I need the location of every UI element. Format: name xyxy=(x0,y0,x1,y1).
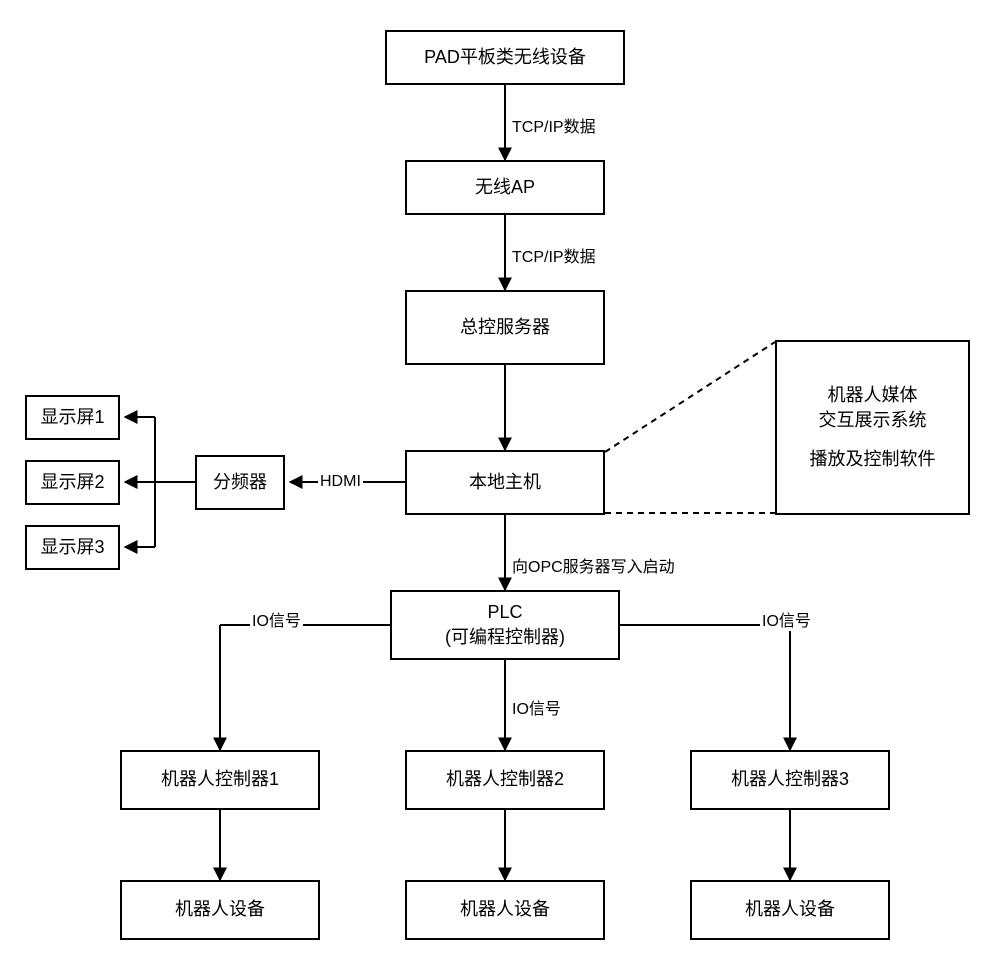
node-localhost: 本地主机 xyxy=(405,450,605,515)
node-rd3: 机器人设备 xyxy=(690,880,890,940)
node-rc2-label: 机器人控制器2 xyxy=(446,767,564,792)
node-sidebox: 机器人媒体 交互展示系统 播放及控制软件 xyxy=(775,340,970,515)
node-pad: PAD平板类无线设备 xyxy=(385,30,625,85)
label-io-right: IO信号 xyxy=(760,607,813,631)
node-rd1-label: 机器人设备 xyxy=(175,897,265,922)
node-ap-label: 无线AP xyxy=(475,175,535,200)
node-rc1-label: 机器人控制器1 xyxy=(161,767,279,792)
node-rd3-label: 机器人设备 xyxy=(745,897,835,922)
node-localhost-label: 本地主机 xyxy=(469,470,541,495)
node-rd2: 机器人设备 xyxy=(405,880,605,940)
node-disp1: 显示屏1 xyxy=(25,395,120,440)
node-plc: PLC (可编程控制器) xyxy=(390,590,620,660)
node-master-label: 总控服务器 xyxy=(460,315,550,340)
node-splitter-label: 分频器 xyxy=(213,470,267,495)
label-io-mid: IO信号 xyxy=(510,695,563,719)
node-sidebox-line0: 机器人媒体 xyxy=(828,383,918,408)
label-opc: 向OPC服务器写入启动 xyxy=(510,553,677,577)
node-disp3-label: 显示屏3 xyxy=(40,535,104,560)
label-io-left: IO信号 xyxy=(250,607,303,631)
node-pad-label: PAD平板类无线设备 xyxy=(424,45,586,70)
label-tcp2: TCP/IP数据 xyxy=(510,243,598,267)
node-plc-line0: PLC xyxy=(487,600,522,625)
node-rc3: 机器人控制器3 xyxy=(690,750,890,810)
edge-dashed-top xyxy=(605,342,775,452)
node-plc-line1: (可编程控制器) xyxy=(445,625,565,650)
node-rc1: 机器人控制器1 xyxy=(120,750,320,810)
label-hdmi: HDMI xyxy=(318,473,363,491)
node-splitter: 分频器 xyxy=(195,455,285,510)
node-sidebox-line3: 播放及控制软件 xyxy=(810,447,936,472)
node-disp2-label: 显示屏2 xyxy=(40,470,104,495)
node-rd1: 机器人设备 xyxy=(120,880,320,940)
node-sidebox-line1: 交互展示系统 xyxy=(819,408,927,433)
node-rc2: 机器人控制器2 xyxy=(405,750,605,810)
node-disp1-label: 显示屏1 xyxy=(40,405,104,430)
node-master: 总控服务器 xyxy=(405,290,605,365)
label-tcp1: TCP/IP数据 xyxy=(510,113,598,137)
node-rd2-label: 机器人设备 xyxy=(460,897,550,922)
node-disp3: 显示屏3 xyxy=(25,525,120,570)
node-rc3-label: 机器人控制器3 xyxy=(731,767,849,792)
node-ap: 无线AP xyxy=(405,160,605,215)
node-disp2: 显示屏2 xyxy=(25,460,120,505)
